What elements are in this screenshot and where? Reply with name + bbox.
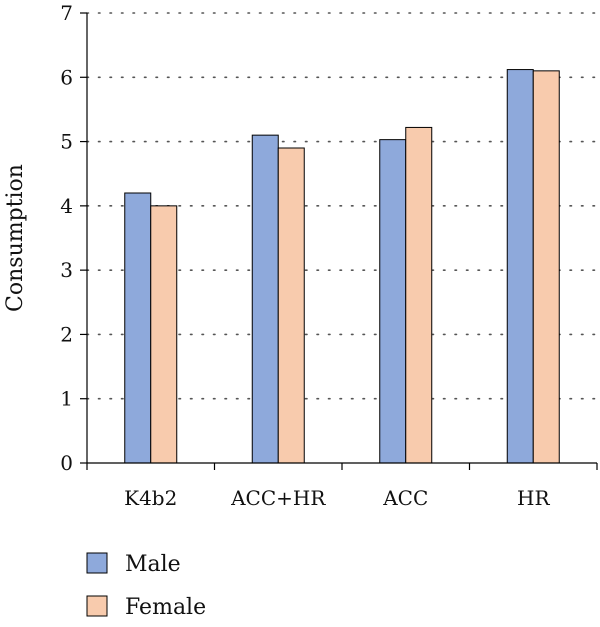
legend-label-male: Male [125,552,181,577]
y-tick-labels: 0 1 2 3 4 5 6 7 [60,1,73,475]
y-tick-label: 2 [60,322,73,346]
bar-male-2 [379,139,407,464]
y-tick-label: 1 [60,387,73,411]
bar-male-3 [506,69,534,464]
x-tick-label: ACC [382,486,428,510]
legend-swatch-male [86,552,108,574]
bar-male-1 [251,134,279,464]
x-tick-labels: K4b2 ACC+HR ACC HR [124,486,550,510]
y-axis-label: Consumption [3,164,28,312]
bar-female-0 [150,205,178,464]
bars [124,69,560,464]
bar-female-1 [277,147,305,464]
x-tick-label: ACC+HR [230,486,326,510]
legend-swatch-female [86,595,108,617]
bar-female-3 [532,70,560,464]
y-tick-label: 5 [60,130,73,154]
y-tick-label: 0 [60,451,73,475]
y-tick-label: 4 [60,194,73,218]
axes [80,12,598,470]
bar-female-2 [405,126,433,464]
x-tick-label: HR [517,486,550,510]
legend-label-female: Female [125,595,206,620]
bar-male-0 [124,192,152,464]
y-tick-label: 6 [60,65,73,89]
y-tick-label: 7 [60,1,73,25]
y-tick-label: 3 [60,258,73,282]
legend: Male Female [86,552,206,620]
x-tick-label: K4b2 [124,486,177,510]
